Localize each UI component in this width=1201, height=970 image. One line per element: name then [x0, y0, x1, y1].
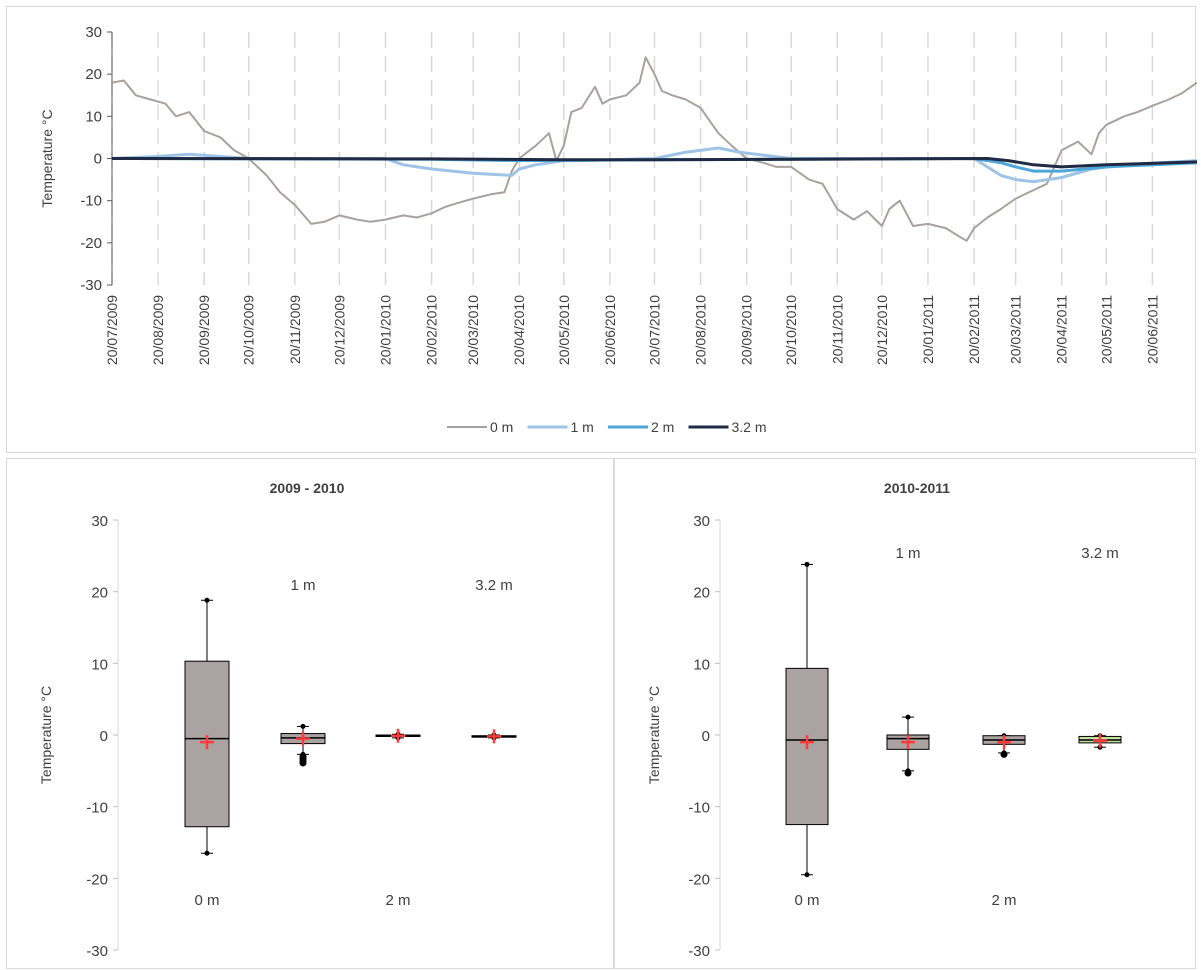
x-tick-label: 20/08/2010: [693, 295, 709, 365]
x-tick-label: 20/01/2010: [377, 295, 393, 365]
x-tick-label: 20/06/2010: [602, 295, 618, 365]
mean-marker: [487, 729, 501, 744]
min-point: [204, 850, 210, 856]
x-tick-label: 20/10/2009: [241, 295, 257, 365]
x-tick-label: 20/03/2010: [465, 295, 481, 365]
legend-label: 2 m: [651, 419, 674, 435]
temperature-time-series-chart: -30 -20 -10 0 10 20 30 Temperature °C 20/07/2009…: [39, 24, 1197, 435]
boxplot-panel-2010-2011: 2010-2011 -30 -20 -10 0 10 20 30 Temperature °C 0…: [614, 458, 1196, 969]
chart-title: 2009 - 2010: [270, 480, 345, 496]
time-series-panel: -30 -20 -10 0 10 20 30 Temperature °C 20/07/2009…: [6, 6, 1197, 453]
boxplot-chart-2010-2011: 2010-2011 -30 -20 -10 0 10 20 30 Temperature °C 0…: [646, 480, 1122, 960]
y-tick-label: 0: [702, 728, 710, 745]
y-tick-label: -30: [86, 943, 108, 960]
series-label: 2 m: [991, 892, 1016, 909]
series-line-1-m: [111, 146, 1197, 184]
y-tick-label: 10: [91, 656, 108, 673]
x-tick-label: 20/08/2009: [150, 295, 166, 365]
y-tick-label: 20: [91, 585, 108, 602]
x-tick-label: 20/07/2009: [104, 295, 120, 365]
y-tick-label: -30: [80, 277, 102, 294]
x-tick-label: 20/09/2009: [196, 295, 212, 365]
y-tick-label: 10: [85, 108, 102, 125]
series-label: 0 m: [194, 892, 219, 909]
max-point: [804, 561, 810, 567]
boxplot-chart-2009-2010: 2009 - 2010 -30 -20 -10 0 10 20 30 Temperature °…: [38, 480, 517, 960]
x-tick-label: 20/05/2011: [1098, 295, 1114, 364]
mean-marker: [200, 735, 214, 750]
series-label: 2 m: [385, 892, 410, 909]
x-tick-label: 20/05/2010: [556, 295, 572, 365]
legend-label: 3.2 m: [732, 419, 767, 435]
y-tick-label: -10: [80, 193, 102, 210]
mean-marker: [997, 735, 1011, 750]
y-tick-label: 0: [94, 151, 102, 168]
x-tick-label: 20/11/2010: [829, 295, 845, 364]
y-tick-label: -10: [86, 800, 108, 817]
y-axis-title: Temperature °C: [38, 686, 54, 784]
y-tick-label: 30: [91, 513, 108, 530]
y-tick-label: -20: [86, 871, 108, 888]
x-tick-label: 20/09/2010: [739, 295, 755, 365]
mean-marker: [800, 735, 814, 750]
legend-label: 1 m: [571, 419, 594, 435]
x-tick-label: 20/02/2011: [966, 295, 982, 364]
series-label: 3.2 m: [1081, 545, 1119, 562]
mean-marker: [391, 728, 405, 743]
max-point: [905, 714, 911, 720]
min-point: [804, 872, 810, 878]
y-tick-label: -30: [688, 943, 710, 960]
x-tick-label: 20/06/2011: [1144, 295, 1160, 364]
x-tick-label: 20/12/2009: [331, 295, 347, 365]
series-label: 3.2 m: [475, 577, 513, 594]
x-tick-label: 20/04/2010: [511, 295, 527, 365]
outlier-point: [1000, 750, 1008, 758]
mean-marker: [901, 735, 915, 750]
y-tick-label: 10: [693, 656, 710, 673]
x-tick-label: 20/12/2010: [874, 295, 890, 365]
y-axis-title: Temperature °C: [39, 109, 55, 207]
x-tick-label: 20/11/2009: [287, 295, 303, 364]
x-tick-label: 20/07/2010: [647, 295, 663, 365]
y-tick-label: 30: [85, 24, 102, 41]
series-label: 1 m: [290, 577, 315, 594]
series-label: 1 m: [895, 545, 920, 562]
chart-title: 2010-2011: [884, 480, 950, 496]
mean-marker: [1093, 733, 1107, 748]
x-tick-label: 20/02/2010: [424, 295, 440, 365]
y-tick-label: 20: [693, 585, 710, 602]
max-point: [204, 597, 210, 603]
x-tick-label: 20/01/2011: [920, 295, 936, 364]
y-tick-label: 30: [693, 513, 710, 530]
y-tick-label: -20: [688, 871, 710, 888]
mean-marker: [296, 731, 310, 746]
x-tick-label: 20/10/2010: [783, 295, 799, 365]
x-tick-label: 20/04/2011: [1054, 295, 1070, 364]
y-tick-label: 20: [85, 66, 102, 83]
x-tick-label: 20/03/2011: [1008, 295, 1024, 364]
legend-label: 0 m: [490, 419, 513, 435]
outlier-point: [299, 759, 307, 767]
y-axis-title: Temperature °C: [646, 686, 662, 784]
max-point: [300, 723, 306, 729]
series-label: 0 m: [794, 892, 819, 909]
y-tick-label: 0: [100, 728, 108, 745]
y-tick-label: -20: [80, 235, 102, 252]
series-line-0-m: [111, 56, 1197, 242]
y-tick-label: -10: [688, 800, 710, 817]
outlier-point: [904, 769, 912, 777]
boxplot-panel-2009-2010: 2009 - 2010 -30 -20 -10 0 10 20 30 Temperature °…: [6, 458, 614, 969]
series-line-3-2-m: [111, 157, 1197, 169]
